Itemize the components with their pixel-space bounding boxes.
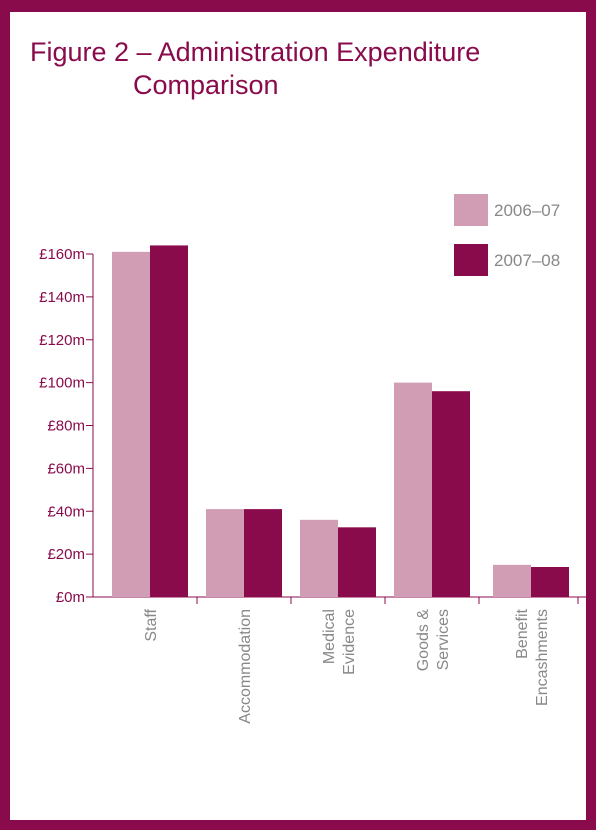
- legend-swatch-2006-07: [454, 194, 488, 226]
- chart-title: Figure 2 – Administration Expenditure Co…: [30, 36, 480, 102]
- y-tick-label: £20m: [47, 546, 85, 563]
- y-tick-label: £0m: [56, 589, 85, 606]
- category-label: Services: [435, 609, 452, 670]
- y-tick-label: £140m: [39, 289, 85, 306]
- y-tick-label: £120m: [39, 332, 85, 349]
- bar-2006-07: [112, 251, 150, 597]
- title-line-1: Figure 2 – Administration Expenditure: [30, 37, 481, 67]
- category-label: Accommodation: [237, 609, 254, 724]
- legend-swatch-2007-08: [454, 244, 488, 276]
- y-tick-label: £100m: [39, 375, 85, 392]
- y-tick-label: £40m: [47, 503, 85, 520]
- bar-2006-07: [300, 519, 338, 597]
- bar-2006-07: [206, 509, 244, 597]
- bar-2007-08: [531, 566, 569, 597]
- bar-2007-08: [338, 527, 376, 597]
- bar-2007-08: [432, 391, 470, 597]
- category-label: Staff: [143, 608, 160, 641]
- category-label: Medical: [321, 609, 338, 664]
- bar-2006-07: [394, 382, 432, 597]
- title-line-2: Comparison: [133, 70, 279, 100]
- bar-2006-07: [493, 564, 531, 597]
- legend-label: 2006–07: [494, 201, 560, 220]
- category-label: Benefit: [514, 608, 531, 658]
- legend-label: 2007–08: [494, 251, 560, 270]
- y-tick-label: £80m: [47, 418, 85, 435]
- bar-2007-08: [244, 509, 282, 597]
- category-label: Goods &: [415, 609, 432, 672]
- bar-2007-08: [150, 245, 188, 598]
- y-tick-label: £60m: [47, 460, 85, 477]
- category-label: Encashments: [534, 609, 551, 706]
- category-label: Evidence: [341, 609, 358, 675]
- y-tick-label: £160m: [39, 246, 85, 263]
- figure-frame: [10, 12, 586, 820]
